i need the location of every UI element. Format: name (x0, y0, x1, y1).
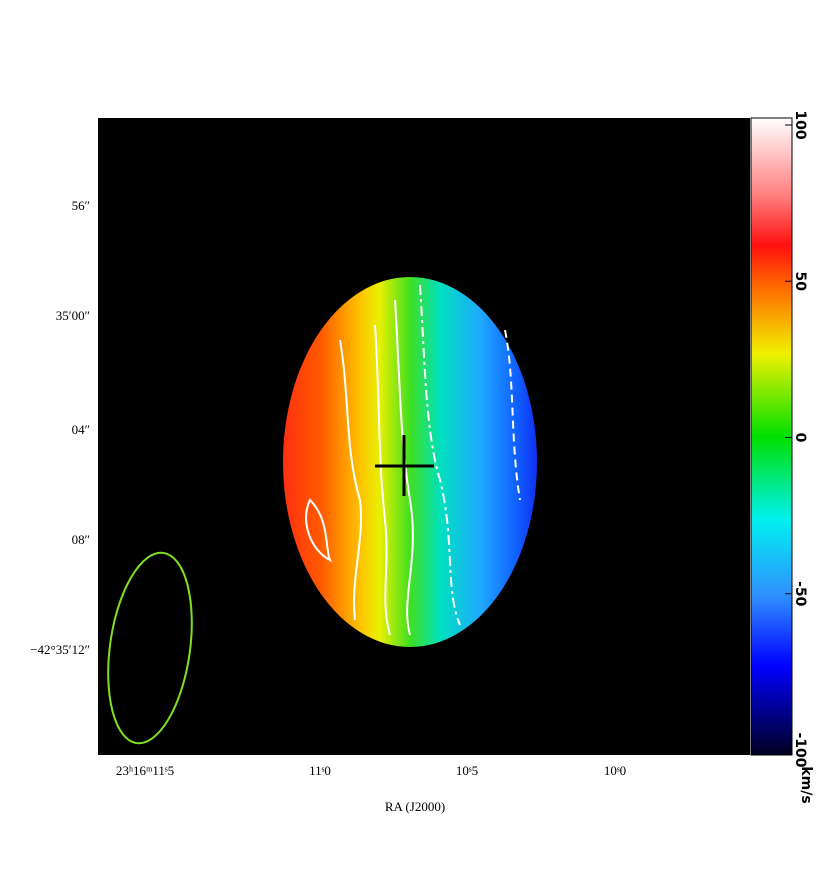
colorbar-tick-label: 100 (792, 110, 808, 139)
beam (107, 551, 193, 745)
x-axis-label: RA (J2000) (385, 799, 445, 814)
velocity-field (283, 277, 537, 647)
colorbar (750, 117, 793, 756)
y-tick-label: 35′00″ (56, 308, 90, 323)
colorbar-tick-label: 50 (792, 272, 808, 292)
y-tick-label: 04″ (72, 422, 90, 437)
colorbar-tick-label: -50 (792, 581, 808, 607)
y-tick-label: −42°35′12″ (30, 642, 90, 657)
colorbar-tick-label: -100 (792, 732, 808, 767)
x-tick-label: 10ˢ0 (604, 763, 626, 778)
x-tick-label: 23ʰ16ᵐ11ˢ5 (116, 763, 174, 778)
colorbar-tick-label: 0 (792, 433, 808, 443)
contours (305, 284, 521, 636)
y-tick-label: 56″ (72, 198, 90, 213)
y-tick-label: 08″ (72, 532, 90, 547)
x-tick-label: 11ˢ0 (309, 763, 331, 778)
colorbar-label: km/s (798, 766, 814, 803)
center-cross (375, 435, 434, 496)
x-tick-label: 10ˢ5 (456, 763, 478, 778)
